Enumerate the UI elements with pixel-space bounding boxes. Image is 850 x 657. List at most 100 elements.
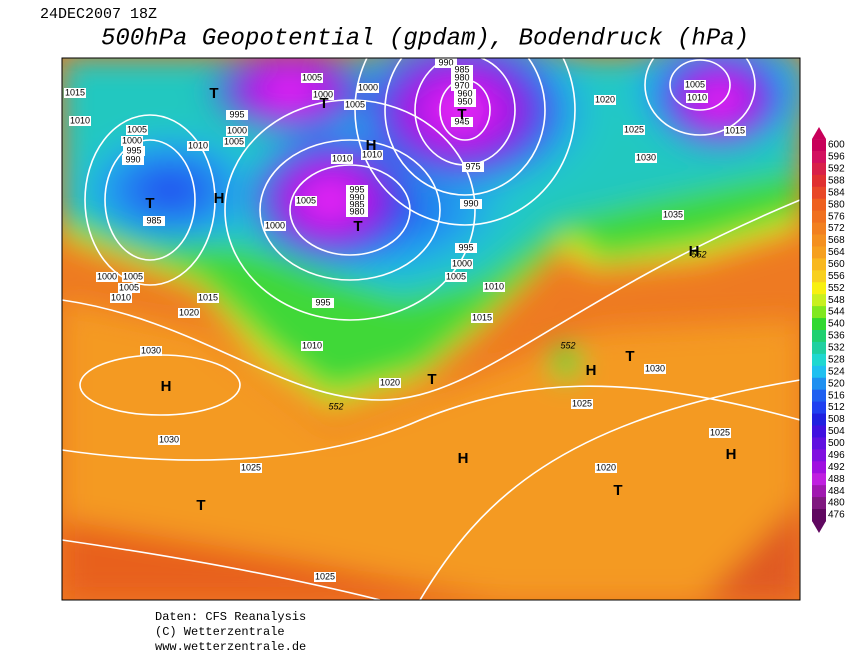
isobar-label: 1010 bbox=[362, 149, 382, 159]
isobar-label-box bbox=[451, 117, 473, 127]
pressure-center: T bbox=[613, 482, 622, 499]
isobar-label: 1030 bbox=[141, 345, 161, 355]
colorbar-label: 588 bbox=[828, 175, 845, 186]
isobar-label: 1025 bbox=[624, 124, 644, 134]
isobar-label: 1000 bbox=[358, 82, 378, 92]
isobar-label-box bbox=[361, 150, 383, 160]
isobar-label-box bbox=[187, 141, 209, 151]
colorbar-label: 536 bbox=[828, 331, 845, 342]
isobar-label-box bbox=[178, 308, 200, 318]
colorbar-label: 564 bbox=[828, 247, 845, 258]
isobar-label: 1035 bbox=[663, 209, 683, 219]
colorbar-label: 572 bbox=[828, 223, 845, 234]
isobar-label-box bbox=[312, 298, 334, 308]
isobar-label-box bbox=[595, 463, 617, 473]
isobar-label-box bbox=[346, 193, 368, 203]
isobar-label: 1025 bbox=[710, 427, 730, 437]
colorbar-label: 484 bbox=[828, 486, 845, 497]
isobar-label-box bbox=[684, 80, 706, 90]
colorbar-label: 532 bbox=[828, 343, 845, 354]
isobar-label: 1025 bbox=[241, 462, 261, 472]
colorbar-swatch bbox=[812, 270, 826, 283]
isobar-label: 1000 bbox=[313, 89, 333, 99]
colorbar-label: 488 bbox=[828, 474, 845, 485]
isobar-label: 1015 bbox=[198, 292, 218, 302]
pressure-center: H bbox=[726, 446, 737, 463]
colorbar-label: 556 bbox=[828, 271, 845, 282]
isobar-label: 995 bbox=[229, 109, 244, 119]
isobar-label: 1010 bbox=[111, 292, 131, 302]
isobar-label-box bbox=[121, 136, 143, 146]
colorbar-swatch bbox=[812, 485, 826, 498]
pressure-center: T bbox=[625, 348, 634, 365]
isobar-label: 1005 bbox=[127, 124, 147, 134]
isobar-label-box bbox=[454, 97, 476, 107]
colorbar-label: 508 bbox=[828, 414, 845, 425]
colorbar-swatch bbox=[812, 461, 826, 474]
colorbar-label: 596 bbox=[828, 152, 845, 163]
isobar-label: 995 bbox=[349, 184, 364, 194]
isobar-label: 1010 bbox=[687, 92, 707, 102]
colorbar-label: 544 bbox=[828, 307, 845, 318]
isobar-label-box bbox=[471, 313, 493, 323]
isobar-label-box bbox=[460, 199, 482, 209]
isobar-label: 1005 bbox=[224, 136, 244, 146]
colorbar-label: 480 bbox=[828, 498, 845, 509]
isobar-label: 1025 bbox=[572, 398, 592, 408]
colorbar-swatch bbox=[812, 174, 826, 188]
isobar-label: 1010 bbox=[332, 153, 352, 163]
colorbar-swatch bbox=[812, 473, 826, 486]
colorbar-swatch bbox=[812, 186, 826, 200]
colorbar-label: 560 bbox=[828, 259, 845, 270]
isobar-label-box bbox=[451, 81, 473, 91]
colorbar-swatch bbox=[812, 258, 826, 271]
isobar-label-box bbox=[435, 58, 457, 68]
map-field: 1015101010051000995990985101010059951000… bbox=[62, 57, 800, 600]
isobar-label-box bbox=[346, 207, 368, 217]
isobar-label: 1015 bbox=[472, 312, 492, 322]
isobar-label-box bbox=[594, 95, 616, 105]
isobar-label: 1000 bbox=[227, 125, 247, 135]
isobar-label-box bbox=[451, 73, 473, 83]
colorbar-label: 576 bbox=[828, 211, 845, 222]
isobar-label-box bbox=[69, 116, 91, 126]
isobar-label-box bbox=[240, 463, 262, 473]
isobar-label-box bbox=[462, 162, 484, 172]
colorbar-cap bbox=[812, 127, 826, 140]
isobar-label: 945 bbox=[454, 116, 469, 126]
colorbar-swatch bbox=[812, 222, 826, 236]
colorbar-swatch bbox=[812, 413, 826, 426]
isobar-label-box bbox=[226, 126, 248, 136]
isobar-label-box bbox=[454, 89, 476, 99]
isobar-label-box bbox=[635, 153, 657, 163]
isobar-label-box bbox=[158, 435, 180, 445]
isobar-label-box bbox=[143, 216, 165, 226]
isobar-label-box bbox=[346, 185, 368, 195]
isobar-label: 990 bbox=[349, 192, 364, 202]
isobar-label: 985 bbox=[349, 199, 364, 209]
colorbar-label: 512 bbox=[828, 402, 845, 413]
isobar-label: 1000 bbox=[452, 258, 472, 268]
isobar-label-box bbox=[451, 65, 473, 75]
colorbar-swatch bbox=[812, 389, 826, 403]
isobar-label-box bbox=[379, 378, 401, 388]
date: 24DEC2007 18Z bbox=[40, 6, 157, 23]
isobar-label-box bbox=[64, 88, 86, 98]
colorbar-label: 524 bbox=[828, 366, 845, 377]
isobar-label-box bbox=[122, 272, 144, 282]
colorbar-swatch bbox=[812, 234, 826, 247]
colorbar-label: 500 bbox=[828, 438, 845, 449]
isobar-label: 1000 bbox=[265, 220, 285, 230]
contour-label: 552 bbox=[691, 249, 706, 259]
colorbar-label: 476 bbox=[828, 510, 845, 521]
colorbar-swatch bbox=[812, 162, 826, 176]
isobar-label-box bbox=[312, 90, 334, 100]
isobar-label: 1010 bbox=[484, 281, 504, 291]
colorbar-label: 516 bbox=[828, 390, 845, 401]
colorbar-cap bbox=[812, 520, 826, 533]
isobar-label: 990 bbox=[438, 57, 453, 67]
isobar-label: 975 bbox=[465, 161, 480, 171]
isobar-label: 1020 bbox=[596, 462, 616, 472]
pressure-center: T bbox=[353, 218, 362, 235]
